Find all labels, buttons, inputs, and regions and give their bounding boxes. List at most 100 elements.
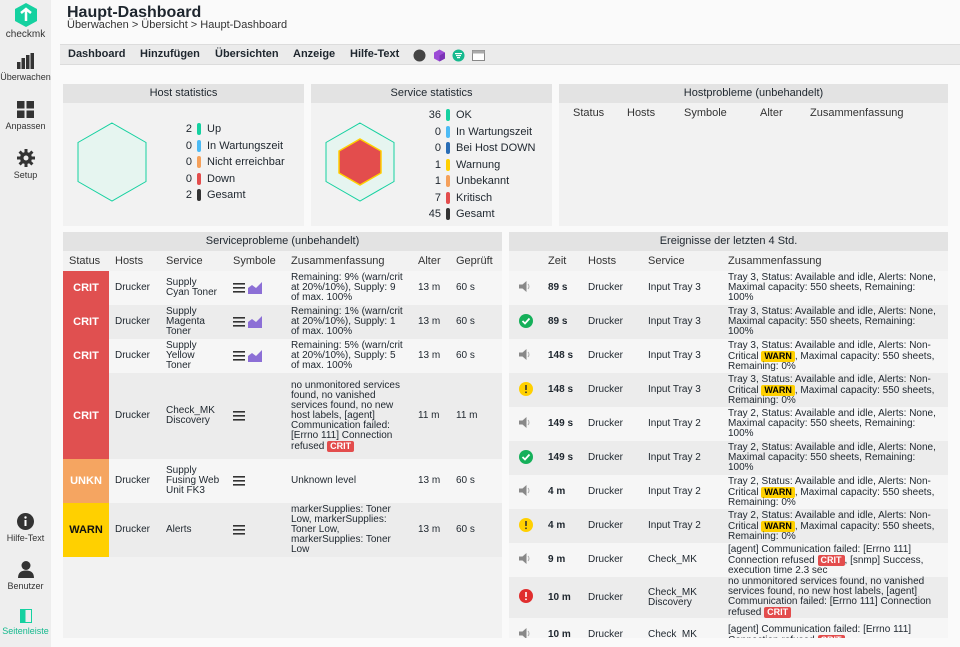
menu-dashboard[interactable]: Dashboard [68,48,126,60]
graph-icon[interactable] [248,316,262,328]
host-link[interactable]: Drucker [588,350,624,361]
col-status[interactable]: Status [573,107,605,119]
menu-icon[interactable] [233,410,245,421]
host-link[interactable]: Drucker [115,282,151,293]
col-header[interactable]: Geprüft [456,255,493,267]
col-header[interactable]: Service [648,255,685,267]
col-zusammenfassung[interactable]: Zusammenfassung [810,107,904,119]
menu-icon[interactable] [233,475,245,486]
service-link[interactable]: Supply Yellow Toner [166,340,197,371]
event-row[interactable]: 89 s Drucker Input Tray 3 Tray 3, Status… [509,305,948,339]
sidebar-item-benutzer[interactable]: Benutzer [0,561,51,591]
service-link[interactable]: Check_MK Discovery [166,405,215,426]
service-link[interactable]: Input Tray 2 [648,520,701,531]
sidebar-item-setup[interactable]: Setup [0,149,51,180]
window-icon[interactable] [472,49,485,62]
event-row[interactable]: 4 m Drucker Input Tray 2 Tray 2, Status:… [509,475,948,509]
service-statistics-panel: Service statistics 36 OK 0 In Wartungszeit 0… [311,84,552,226]
service-link[interactable]: Check_MK Discovery [648,586,697,608]
col-alter[interactable]: Alter [760,107,783,119]
event-row[interactable]: 4 m Drucker Input Tray 2 Tray 2, Status:… [509,509,948,543]
host-link[interactable]: Drucker [588,486,624,497]
sidebar-item-hilfe[interactable]: Hilfe-Text [0,513,51,543]
col-header[interactable]: Hosts [115,255,144,267]
service-problem-row[interactable]: CRIT Drucker Check_MK Discovery no unmon… [63,373,502,459]
service-link[interactable]: Alerts [166,524,192,535]
cube-icon[interactable] [433,49,446,62]
summary-text: [agent] Communication failed: [Errno 111… [728,623,912,638]
service-link[interactable]: Input Tray 3 [648,282,701,293]
col-header[interactable]: Hosts [588,255,617,267]
host-link[interactable]: Drucker [588,316,624,327]
graph-icon[interactable] [248,282,262,294]
service-link[interactable]: Input Tray 2 [648,486,701,497]
service-problem-row[interactable]: CRIT Drucker Supply Cyan Toner Remaining… [63,271,502,305]
host-link[interactable]: Drucker [588,629,624,639]
event-row[interactable]: 149 s Drucker Input Tray 2 Tray 2, Statu… [509,441,948,475]
col-header[interactable] [509,251,542,271]
event-row[interactable]: 149 s Drucker Input Tray 2 Tray 2, Statu… [509,407,948,441]
col-hosts[interactable]: Hosts [627,107,656,119]
dark-mode-icon[interactable] [413,49,426,62]
checkmk-logo[interactable]: checkmk [0,3,51,40]
menu-hilfe-text[interactable]: Hilfe-Text [350,48,400,60]
event-row[interactable]: 89 s Drucker Input Tray 3 Tray 3, Status… [509,271,948,305]
col-header[interactable]: Zusammenfassung [291,255,385,267]
host-link[interactable]: Drucker [115,350,151,361]
host-link[interactable]: Drucker [588,418,624,429]
service-link[interactable]: Check_MK [648,554,697,565]
menu-icon[interactable] [233,524,245,535]
col-header[interactable]: Zeit [548,255,567,267]
host-hexagon-chart[interactable] [77,122,147,202]
host-link[interactable]: Drucker [588,384,624,395]
service-problem-row[interactable]: CRIT Drucker Supply Magenta Toner Remain… [63,305,502,339]
service-link[interactable]: Supply Fusing Web Unit FK3 [166,465,220,496]
service-problem-row[interactable]: WARN Drucker Alerts markerSupplies: Tone… [63,503,502,557]
menu-icon[interactable] [233,283,245,293]
col-header[interactable]: Zusammenfassung [728,255,822,267]
host-link[interactable]: Drucker [588,554,624,565]
sidebar-item-seitenleiste[interactable]: Seitenleiste [0,609,51,636]
host-link[interactable]: Drucker [588,591,624,603]
host-link[interactable]: Drucker [115,475,151,486]
service-link[interactable]: Supply Cyan Toner [166,277,217,298]
filter-icon[interactable] [452,49,465,62]
menu-hinzufuegen[interactable]: Hinzufügen [140,48,200,60]
service-link[interactable]: Check_MK [648,629,697,639]
sidebar-label: Hilfe-Text [6,533,45,543]
service-link[interactable]: Input Tray 3 [648,384,701,395]
col-header[interactable]: Symbole [233,255,276,267]
breadcrumb[interactable]: Überwachen > Übersicht > Haupt-Dashboard [67,19,288,31]
service-link[interactable]: Input Tray 2 [648,418,701,429]
col-symbole[interactable]: Symbole [684,107,727,119]
host-link[interactable]: Drucker [115,524,151,535]
menu-anzeige[interactable]: Anzeige [293,48,336,60]
event-row[interactable]: 148 s Drucker Input Tray 3 Tray 3, Statu… [509,339,948,373]
service-hexagon-chart[interactable] [325,122,395,202]
host-link[interactable]: Drucker [588,282,624,293]
host-link[interactable]: Drucker [115,410,151,421]
service-problem-row[interactable]: UNKN Drucker Supply Fusing Web Unit FK3 … [63,459,502,503]
service-problem-row[interactable]: CRIT Drucker Supply Yellow Toner Remaini… [63,339,502,373]
service-link[interactable]: Input Tray 3 [648,350,701,361]
graph-icon[interactable] [248,350,262,362]
service-link[interactable]: Supply Magenta Toner [166,306,205,337]
col-header[interactable]: Alter [418,255,441,267]
host-link[interactable]: Drucker [588,452,624,463]
stat-color-bar [446,142,450,154]
col-header[interactable]: Status [69,255,101,267]
menu-icon[interactable] [233,317,245,327]
sidebar-item-ueberwachen[interactable]: Überwachen [0,53,51,82]
host-link[interactable]: Drucker [588,520,624,531]
menu-uebersichten[interactable]: Übersichten [215,48,279,60]
event-row[interactable]: 10 m Drucker Check_MK Discovery no unmon… [509,577,948,618]
host-link[interactable]: Drucker [115,316,151,327]
service-link[interactable]: Input Tray 2 [648,452,701,463]
sidebar-item-anpassen[interactable]: Anpassen [0,101,51,131]
event-row[interactable]: 10 m Drucker Check_MK [agent] Communicat… [509,618,948,638]
menu-icon[interactable] [233,351,245,361]
service-link[interactable]: Input Tray 3 [648,316,701,327]
col-header[interactable]: Service [166,255,203,267]
event-row[interactable]: 148 s Drucker Input Tray 3 Tray 3, Statu… [509,373,948,407]
event-row[interactable]: 9 m Drucker Check_MK [agent] Communicati… [509,543,948,577]
